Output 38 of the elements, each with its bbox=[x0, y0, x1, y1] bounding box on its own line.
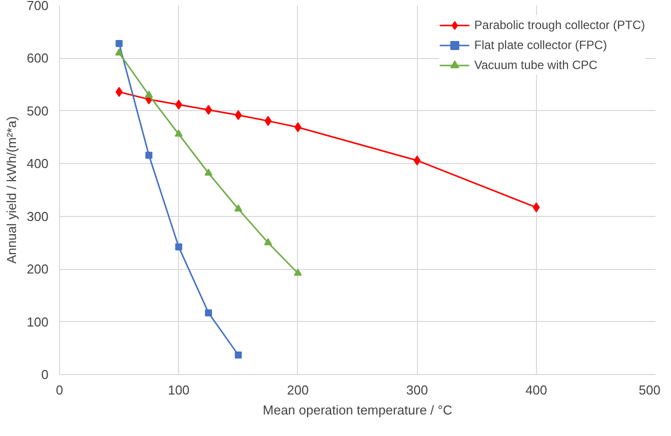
x-axis-title: Mean operation temperature / °C bbox=[262, 402, 452, 418]
point bbox=[175, 243, 182, 250]
point bbox=[234, 204, 242, 212]
y-tick-label: 400 bbox=[26, 156, 49, 172]
point bbox=[264, 238, 272, 246]
x-tick-label: 400 bbox=[525, 382, 548, 398]
point bbox=[414, 155, 421, 166]
point bbox=[175, 100, 182, 110]
legend-label: Flat plate collector (FPC) bbox=[474, 38, 607, 52]
y-tick-label: 300 bbox=[26, 208, 49, 224]
point bbox=[145, 152, 152, 159]
point bbox=[174, 130, 183, 137]
point bbox=[144, 90, 153, 98]
point bbox=[294, 268, 302, 276]
point bbox=[532, 202, 540, 212]
y-tick-label: 700 bbox=[26, 0, 49, 13]
point bbox=[205, 309, 212, 316]
y-axis-title: Annual yield / kWh/(m²*a) bbox=[4, 116, 19, 264]
point bbox=[115, 48, 124, 56]
point bbox=[204, 168, 212, 176]
y-tick-label: 0 bbox=[41, 367, 49, 382]
x-tick-label: 0 bbox=[56, 382, 64, 398]
point bbox=[234, 351, 242, 358]
point bbox=[234, 110, 242, 120]
point bbox=[294, 122, 302, 132]
y-tick-label: 100 bbox=[26, 314, 49, 330]
x-tick-label: 300 bbox=[406, 382, 428, 398]
y-tick-label: 600 bbox=[26, 50, 49, 66]
y-tick-label: 200 bbox=[26, 262, 49, 277]
x-tick-label: 100 bbox=[168, 382, 190, 398]
x-tick-label: 200 bbox=[287, 382, 309, 398]
legend-label: Vacuum tube with CPC bbox=[474, 58, 598, 72]
x-tick-label: 500 bbox=[638, 382, 661, 398]
point bbox=[116, 40, 123, 47]
point bbox=[116, 86, 123, 97]
point bbox=[264, 116, 272, 126]
legend-label: Parabolic trough collector (PTC) bbox=[474, 18, 645, 32]
y-tick-label: 500 bbox=[26, 103, 49, 118]
